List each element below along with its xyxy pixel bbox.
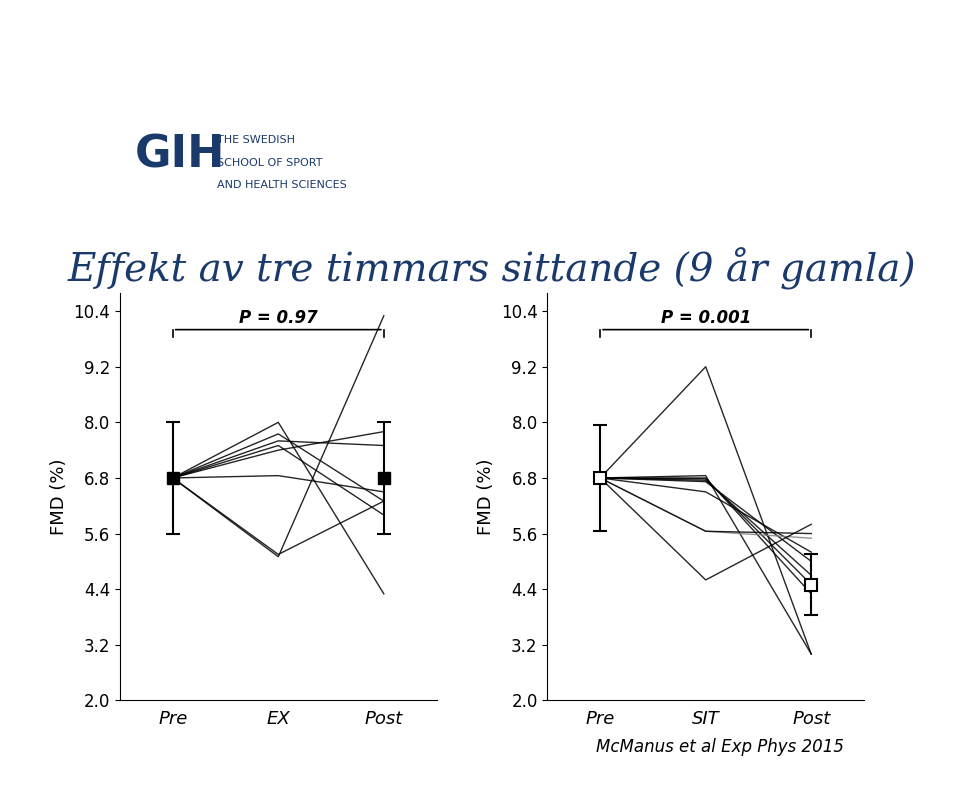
Text: SCHOOL OF SPORT: SCHOOL OF SPORT [217, 157, 323, 168]
Text: P = 0.001: P = 0.001 [660, 309, 751, 327]
Text: GIH: GIH [134, 134, 226, 176]
Text: Effekt av tre timmars sittande (9 år gamla): Effekt av tre timmars sittande (9 år gam… [68, 248, 916, 290]
Text: THE SWEDISH: THE SWEDISH [217, 135, 295, 145]
Y-axis label: FMD (%): FMD (%) [477, 458, 495, 534]
Text: McManus et al Exp Phys 2015: McManus et al Exp Phys 2015 [596, 737, 844, 756]
Text: P = 0.97: P = 0.97 [239, 309, 318, 327]
Y-axis label: FMD (%): FMD (%) [50, 458, 68, 534]
Text: AND HEALTH SCIENCES: AND HEALTH SCIENCES [217, 180, 347, 190]
